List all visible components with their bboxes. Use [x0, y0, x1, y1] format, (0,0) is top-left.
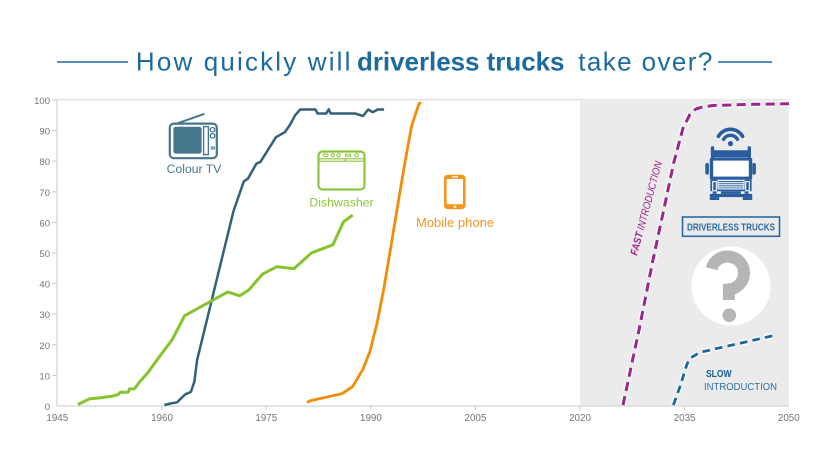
- svg-text:DRIVERLESS TRUCKS: DRIVERLESS TRUCKS: [687, 223, 775, 234]
- svg-text:80: 80: [39, 157, 50, 168]
- svg-text:How quickly will: How quickly will: [136, 47, 351, 77]
- svg-text:70: 70: [39, 188, 50, 199]
- svg-text:SLOW: SLOW: [706, 368, 732, 380]
- svg-text:Colour TV: Colour TV: [167, 162, 223, 176]
- svg-text:40: 40: [39, 280, 50, 291]
- svg-text:0: 0: [45, 402, 50, 413]
- svg-text:take over?: take over?: [578, 47, 712, 77]
- svg-text:100: 100: [34, 96, 50, 107]
- svg-text:2020: 2020: [569, 413, 591, 424]
- svg-text:2035: 2035: [674, 413, 696, 424]
- svg-text:Mobile phone: Mobile phone: [416, 215, 494, 230]
- svg-text:2050: 2050: [778, 413, 800, 424]
- svg-text:50: 50: [39, 249, 50, 260]
- svg-text:1990: 1990: [360, 413, 382, 424]
- svg-text:30: 30: [39, 310, 50, 321]
- svg-text:10: 10: [39, 371, 50, 382]
- svg-text:Dishwasher: Dishwasher: [309, 195, 373, 209]
- svg-text:90: 90: [39, 127, 50, 138]
- svg-text:1975: 1975: [255, 413, 277, 424]
- svg-text:1960: 1960: [151, 413, 173, 424]
- svg-text:2005: 2005: [465, 413, 487, 424]
- svg-text:60: 60: [39, 218, 50, 229]
- svg-text:driverless trucks: driverless trucks: [357, 47, 565, 77]
- svg-text:20: 20: [39, 341, 50, 352]
- svg-text:1945: 1945: [46, 413, 68, 424]
- svg-text:INTRODUCTION: INTRODUCTION: [704, 381, 777, 393]
